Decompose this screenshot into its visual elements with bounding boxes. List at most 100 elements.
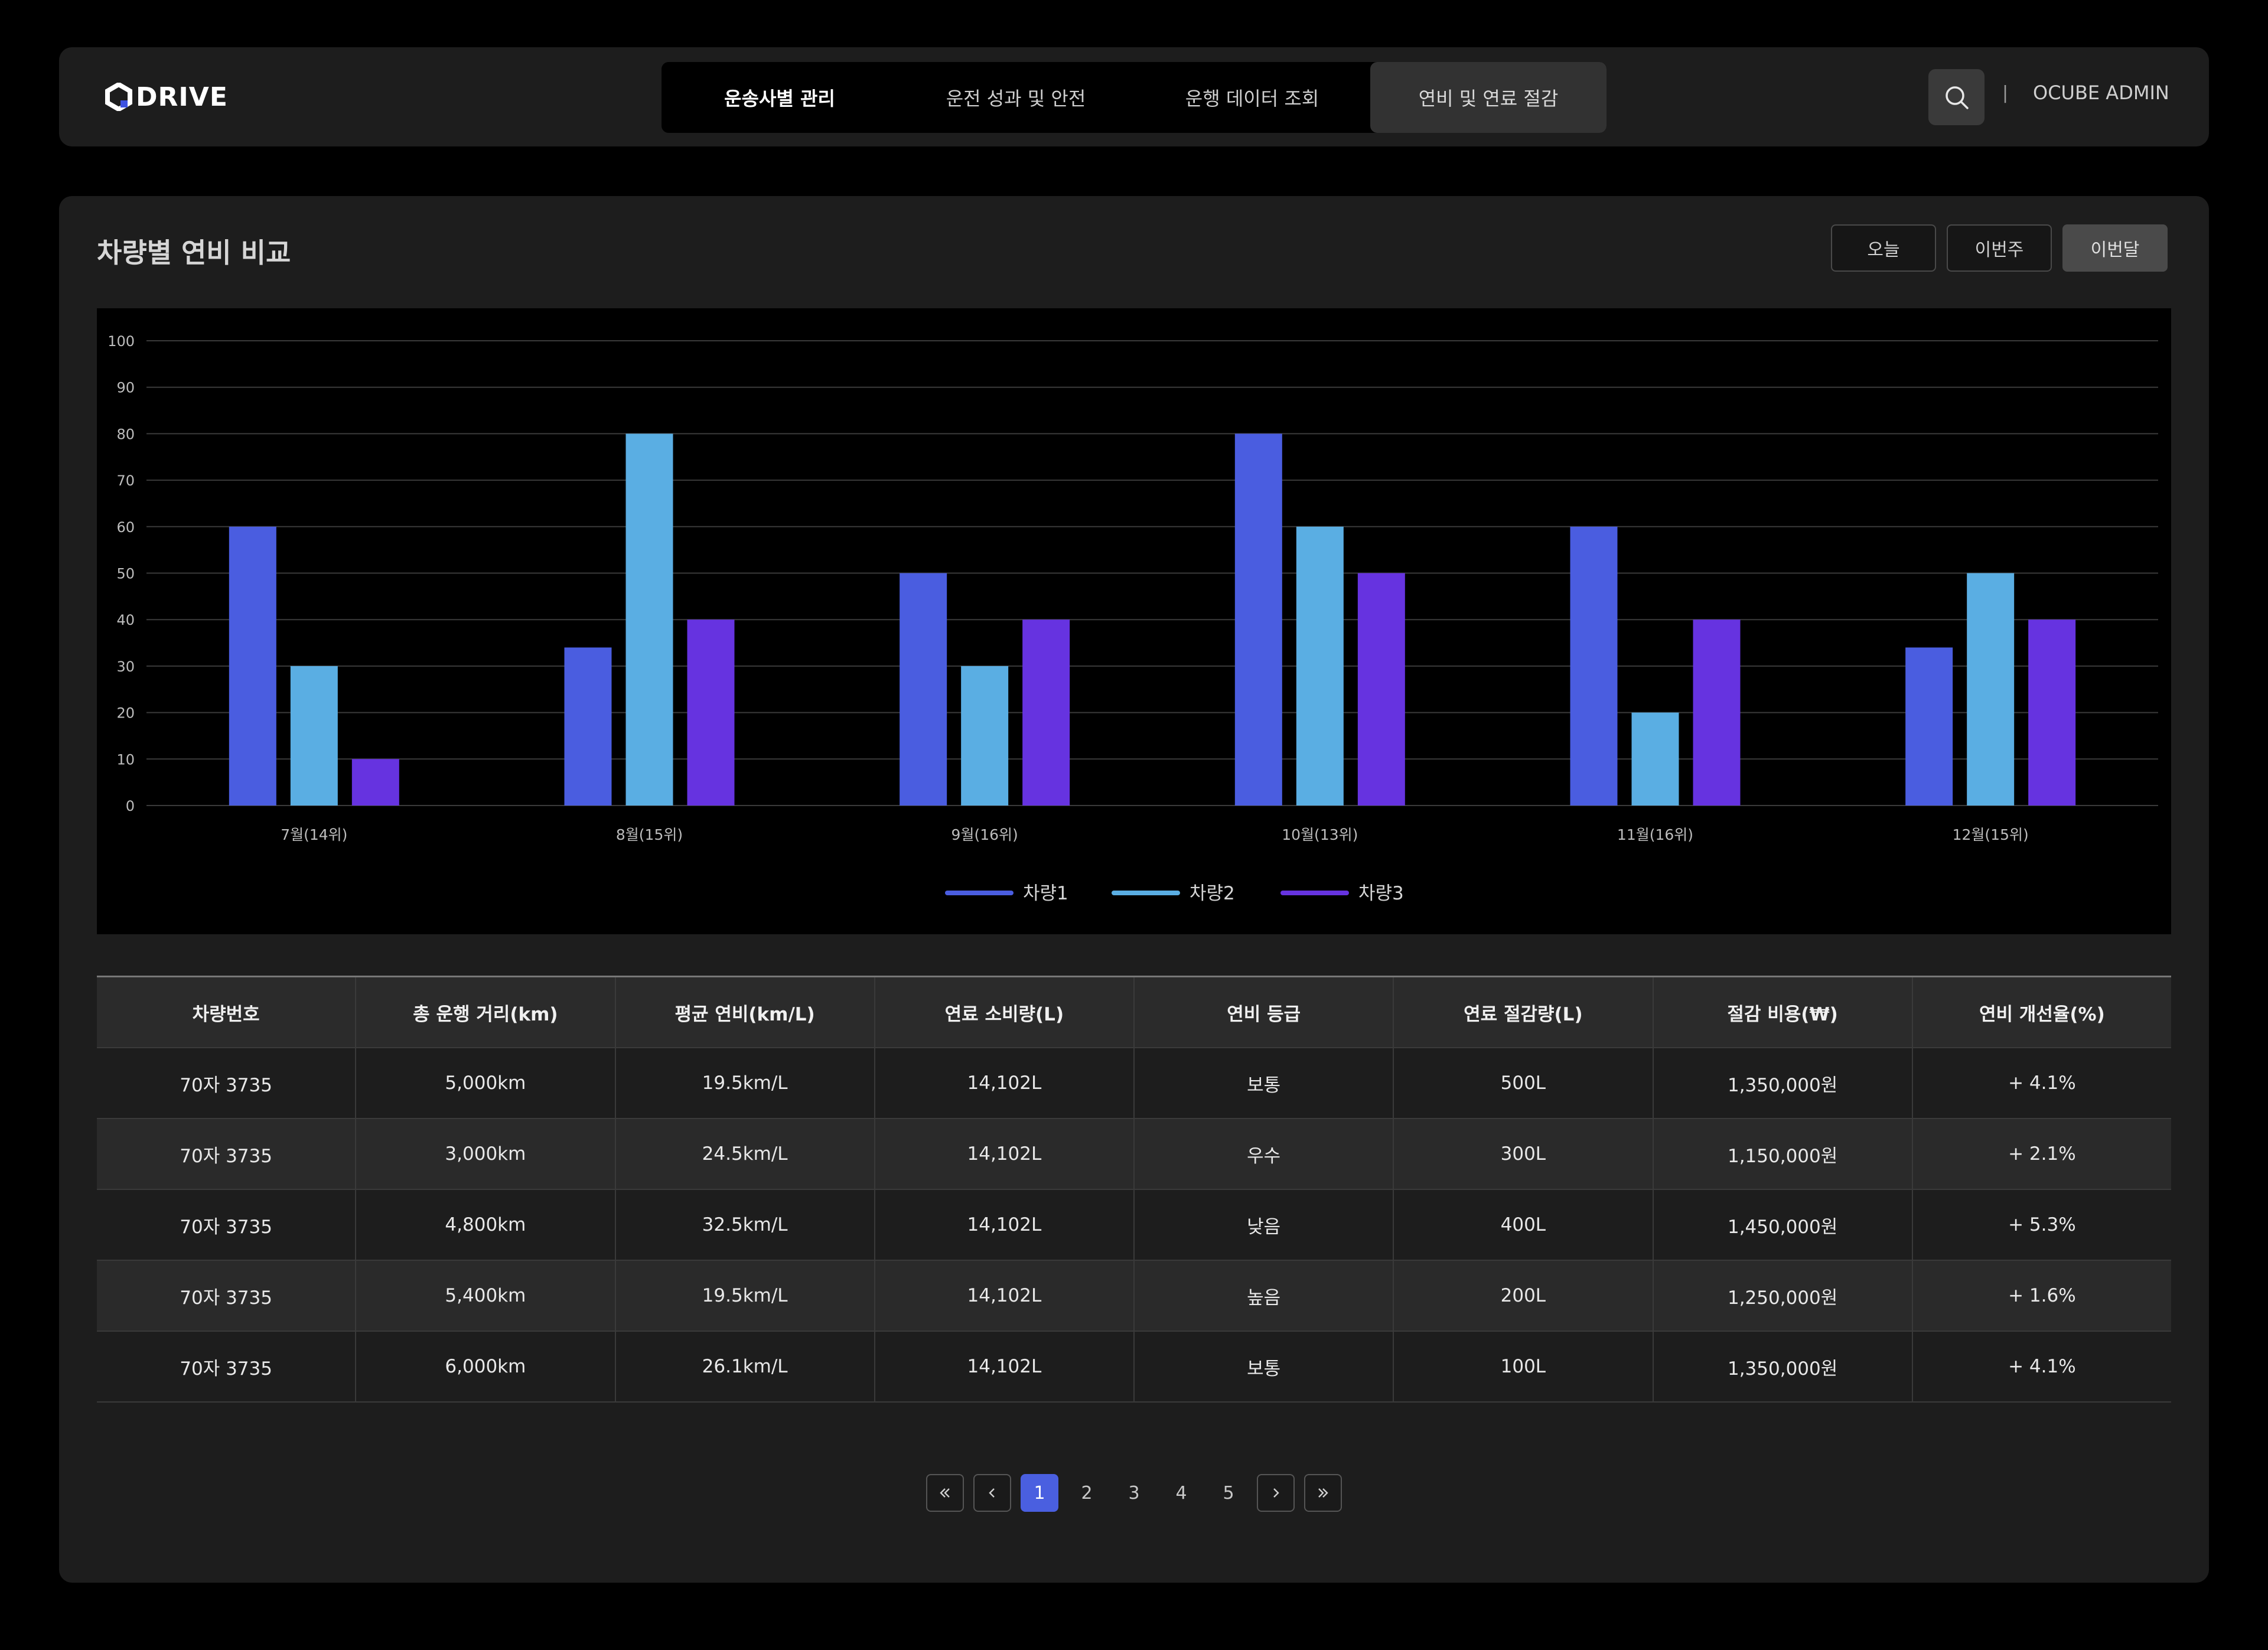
admin-account-label[interactable]: OCUBE ADMIN [2033,81,2169,104]
table-cell: 3,000km [356,1119,616,1189]
table-row[interactable]: 70자 3735 6,000km 26.1km/L 14,102L 보통 100L 1,35… [97,1332,2171,1403]
table-header-cell: 연료 소비량(L) [875,977,1135,1047]
page-number-button[interactable]: 3 [1128,1482,1140,1504]
first-page-button[interactable] [926,1474,964,1512]
main-nav: 운송사별 관리 운전 성과 및 안전 운행 데이터 조회 연비 및 연료 절감 [662,62,1606,133]
table-row[interactable]: 70자 3735 3,000km 24.5km/L 14,102L 우수 300L 1,15… [97,1119,2171,1190]
x-tick-label: 11월(16위) [1617,826,1693,843]
bar-chart: 0 10 20 30 40 50 60 70 80 90 100 7월(14위) 8월(15위) 9월(1… [97,308,2171,934]
nav-tab-fuel-efficiency[interactable]: 연비 및 연료 절감 [1370,62,1606,133]
bar-3[interactable] [1357,573,1405,806]
logo[interactable]: DRIVE [105,81,228,112]
y-tick-label: 80 [116,426,135,442]
table-cell: 70자 3735 [97,1119,357,1189]
table-cell: 낮음 [1135,1190,1394,1260]
bar-3[interactable] [2028,619,2076,806]
page-title: 차량별 연비 비교 [97,237,291,269]
page-number-list: 1 2 3 4 5 [1021,1474,1247,1512]
table-cell: 19.5km/L [616,1261,875,1331]
bar-3[interactable] [1022,619,1070,806]
bar-1[interactable] [229,526,276,806]
fuel-efficiency-table: 차량번호 총 운행 거리(km) 평균 연비(km/L) 연료 소비량(L) 연비 등급… [97,976,2171,1403]
bar-2[interactable] [290,666,338,806]
bar-1[interactable] [1234,433,1282,806]
table-cell: 400L [1394,1190,1654,1260]
y-tick-label: 100 [107,333,135,350]
bar-2[interactable] [1631,712,1679,806]
table-cell: 26.1km/L [616,1332,875,1401]
table-header-cell: 총 운행 거리(km) [356,977,616,1047]
table-cell: 100L [1394,1332,1654,1401]
period-button-today[interactable]: 오늘 [1831,224,1936,272]
prev-page-button[interactable] [973,1474,1011,1512]
table-cell: + 5.3% [2008,1214,2076,1235]
legend-label[interactable]: 차량1 [1023,883,1068,904]
bar-2[interactable] [1296,526,1344,806]
table-row[interactable]: 70자 3735 4,800km 32.5km/L 14,102L 낮음 400L 1,45… [97,1190,2171,1261]
table-row[interactable]: 70자 3735 5,000km 19.5km/L 14,102L 보통 500L 1,35… [97,1048,2171,1119]
last-page-button[interactable] [1304,1474,1342,1512]
header-separator: | [2002,83,2009,103]
page-number-button[interactable]: 1 [1021,1474,1058,1512]
table-cell: 70자 3735 [97,1048,357,1118]
bar-1[interactable] [564,647,612,806]
x-tick-label: 12월(15위) [1953,826,2029,843]
table-cell: 1,150,000원 [1654,1119,1913,1189]
table-cell: 1,250,000원 [1654,1261,1913,1331]
nav-tab-carrier-management[interactable]: 운송사별 관리 [724,87,835,110]
bar-3[interactable] [687,619,735,806]
y-tick-label: 40 [116,612,135,628]
table-cell: + 1.6% [2008,1285,2076,1306]
bar-2[interactable] [1967,573,2015,806]
table-cell: 1,450,000원 [1654,1190,1913,1260]
table-cell: 300L [1394,1119,1654,1189]
nav-tab-driving-performance[interactable]: 운전 성과 및 안전 [946,87,1086,110]
bar-1[interactable] [900,573,947,806]
table-cell: 14,102L [875,1332,1135,1401]
table-header-row: 차량번호 총 운행 거리(km) 평균 연비(km/L) 연료 소비량(L) 연비 등급… [97,977,2171,1048]
table-cell: 19.5km/L [616,1048,875,1118]
table-cell: 6,000km [356,1332,616,1401]
legend-label[interactable]: 차량2 [1190,883,1235,904]
table-cell: 1,350,000원 [1654,1048,1913,1118]
table-cell: + 4.1% [2008,1356,2076,1377]
table-cell: 14,102L [875,1190,1135,1260]
table-cell: 200L [1394,1261,1654,1331]
table-cell: 보통 [1135,1332,1394,1401]
page-number-button[interactable]: 4 [1175,1482,1187,1504]
period-filter: 오늘 이번주 이번달 [1831,224,2168,272]
nav-tab-driving-data[interactable]: 운행 데이터 조회 [1185,87,1319,110]
bar-chart-svg: 0 10 20 30 40 50 60 70 80 90 100 7월(14위) 8월(15위) 9월(1… [107,333,2158,904]
double-chevron-left-icon [940,1488,950,1498]
top-header: DRIVE 운송사별 관리 운전 성과 및 안전 운행 데이터 조회 연비 및 … [59,47,2209,146]
bar-3[interactable] [351,759,399,806]
bar-2[interactable] [961,666,1009,806]
x-tick-label: 10월(13위) [1282,826,1358,843]
y-tick-label: 10 [116,751,135,768]
table-cell: 4,800km [356,1190,616,1260]
bar-2[interactable] [625,433,673,806]
y-tick-label: 70 [116,472,135,489]
table-cell: 1,350,000원 [1654,1332,1913,1401]
chevron-left-icon [989,1488,995,1498]
y-tick-label: 0 [126,798,135,814]
legend-label[interactable]: 차량3 [1358,883,1404,904]
table-row[interactable]: 70자 3735 5,400km 19.5km/L 14,102L 높음 200L 1,25… [97,1261,2171,1332]
next-page-button[interactable] [1257,1474,1295,1512]
fuel-comparison-panel: 차량별 연비 비교 오늘 이번주 이번달 0 10 20 30 40 50 60 70 80 90… [59,196,2209,1583]
table-header-cell: 연비 등급 [1135,977,1394,1047]
x-tick-label: 9월(16위) [951,826,1018,843]
search-button[interactable] [1928,69,1984,125]
bar-3[interactable] [1693,619,1741,806]
bar-1[interactable] [1570,526,1618,806]
double-chevron-right-icon [1318,1488,1328,1498]
table-header-cell: 차량번호 [97,977,357,1047]
table-cell: 5,000km [356,1048,616,1118]
period-button-this-week[interactable]: 이번주 [1947,224,2052,272]
page-number-button[interactable]: 5 [1223,1482,1234,1504]
bar-1[interactable] [1905,647,1953,806]
logo-text: DRIVE [136,81,228,112]
period-button-this-month[interactable]: 이번달 [2062,224,2168,272]
page-number-button[interactable]: 2 [1081,1482,1093,1504]
table-header-cell: 절감 비용(₩) [1654,977,1913,1047]
